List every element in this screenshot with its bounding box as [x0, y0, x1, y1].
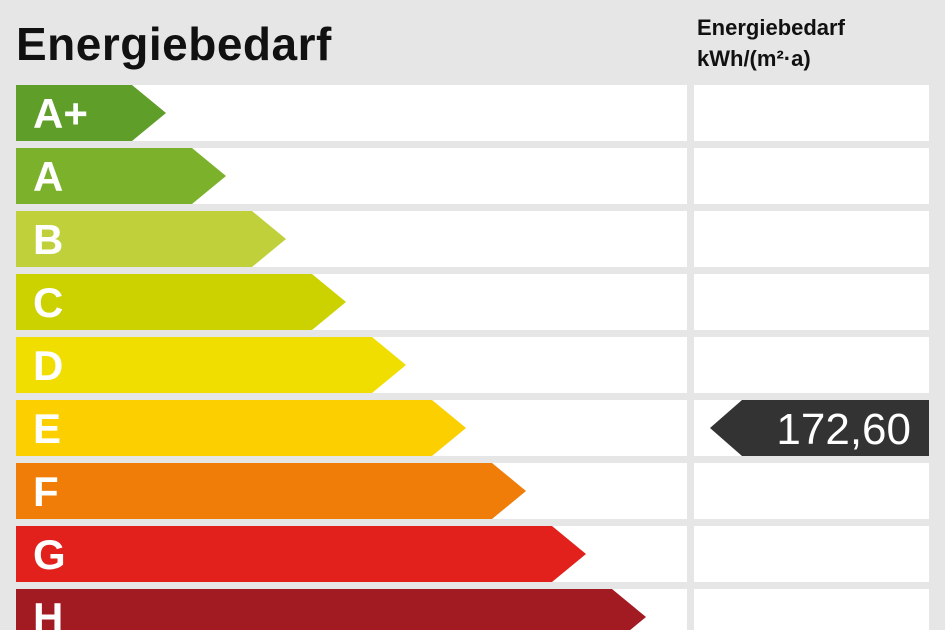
value-cell-d — [694, 337, 929, 393]
bar-e — [16, 400, 466, 456]
bar-label-a-plus: A+ — [33, 90, 88, 137]
bar-label-c: C — [33, 279, 63, 326]
value-cell-h — [694, 589, 929, 630]
bar-g — [16, 526, 586, 582]
unit-header: Energiebedarf kWh/(m²·a) — [697, 12, 845, 74]
bar-label-a: A — [33, 153, 63, 200]
bar-label-d: D — [33, 342, 63, 389]
value-cell-f — [694, 463, 929, 519]
bar-d — [16, 337, 406, 393]
bar-label-f: F — [33, 468, 59, 515]
bar-b — [16, 211, 286, 267]
bar-a — [16, 148, 226, 204]
value-cell-a — [694, 148, 929, 204]
value-marker-label: 172,60 — [776, 405, 911, 454]
value-marker — [710, 400, 929, 456]
unit-header-unit: kWh/(m²·a) — [697, 46, 811, 71]
page-title: Energiebedarf — [16, 18, 332, 70]
value-cell-a-plus — [694, 85, 929, 141]
bar-label-g: G — [33, 531, 66, 578]
bar-f — [16, 463, 526, 519]
bar-label-b: B — [33, 216, 63, 263]
bar-a-plus — [16, 85, 166, 141]
bar-label-e: E — [33, 405, 61, 452]
bar-h — [16, 589, 646, 630]
unit-header-title: Energiebedarf — [697, 15, 845, 40]
value-cell-b — [694, 211, 929, 267]
value-cell-c — [694, 274, 929, 330]
value-cell-g — [694, 526, 929, 582]
bar-c — [16, 274, 346, 330]
bar-label-h: H — [33, 594, 63, 630]
